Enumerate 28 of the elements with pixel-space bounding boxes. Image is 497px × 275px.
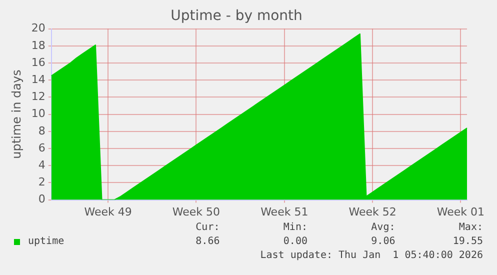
text: Last update: Thu Jan 1 05:40:00 2026 <box>259 250 484 261</box>
y-tick-label: 12 <box>31 90 46 104</box>
x-tick-label: Week 52 <box>348 205 396 218</box>
text: Min: <box>282 222 308 233</box>
text: 19.55 <box>452 236 483 247</box>
y-tick-label: 0 <box>38 192 46 206</box>
x-tick-label: Week 51 <box>260 205 308 218</box>
text: 9.06 <box>370 236 396 247</box>
text: Cur: <box>194 222 220 233</box>
y-tick-label: 8 <box>38 124 46 138</box>
text: Avg: <box>370 222 396 233</box>
text: 8.66 <box>194 236 220 247</box>
x-tick-label: Week 50 <box>172 205 220 218</box>
y-tick-label: 6 <box>38 141 46 154</box>
y-tick-label: 10 <box>31 107 46 120</box>
y-tick-label: 4 <box>38 158 46 172</box>
y-axis-title: uptime in days <box>9 70 24 159</box>
y-tick-label: 16 <box>31 56 46 69</box>
y-tick-label: 20 <box>31 22 46 35</box>
x-tick-label: Week 01 <box>436 205 485 218</box>
text: Max: <box>458 222 483 233</box>
chart-title: Uptime - by month <box>170 8 302 24</box>
y-tick-label: 14 <box>31 72 46 86</box>
x-tick-label: Week 49 <box>84 205 132 218</box>
y-tick-label: 18 <box>31 38 46 52</box>
text: 0.00 <box>282 236 308 247</box>
y-tick-label: 2 <box>38 176 46 189</box>
legend-label: uptime <box>28 236 64 247</box>
